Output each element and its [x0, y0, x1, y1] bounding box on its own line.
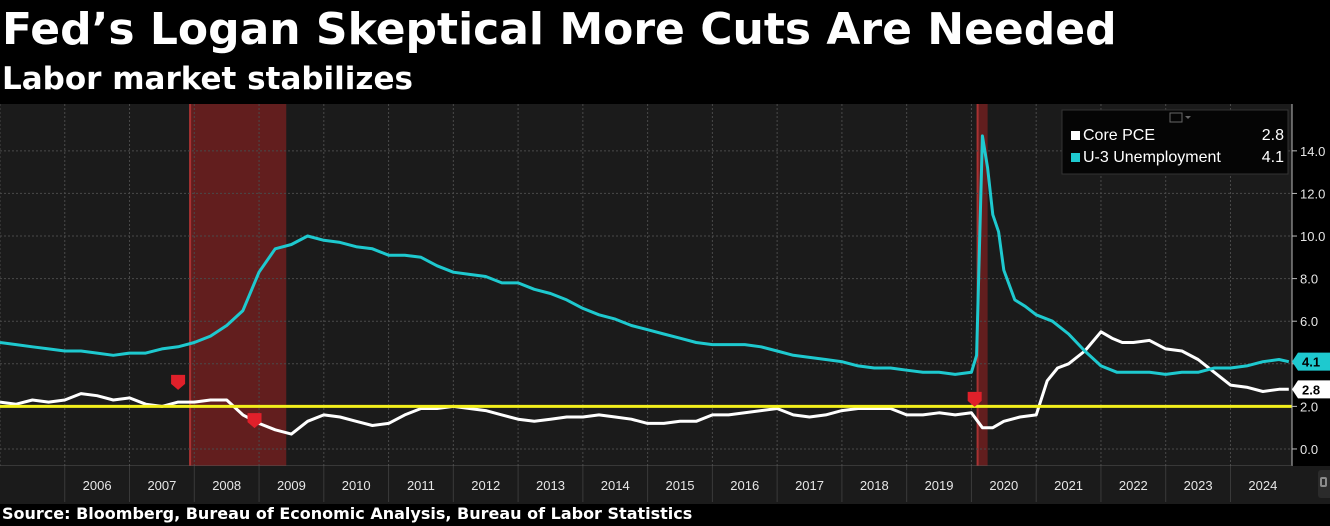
series-line-unemployment [0, 134, 1290, 376]
x-tick-label: 2022 [1119, 478, 1148, 493]
panel-icon [1320, 477, 1327, 487]
event-marker [247, 413, 262, 429]
y-tick-label: 0.0 [1300, 442, 1318, 457]
last-value-tag [1292, 352, 1330, 371]
x-tick-label: 2016 [730, 478, 759, 493]
y-tick-label: 2.0 [1300, 399, 1318, 414]
chart-area: 2006 2007 2008 2009 2010 2011 2012 2013 2014 2015… [0, 104, 1330, 504]
y-tick-label: 8.0 [1300, 272, 1318, 287]
x-tick-label: 2017 [795, 478, 824, 493]
legend-series-name: Core PCE [1083, 127, 1155, 144]
x-axis-strip [0, 466, 1330, 504]
last-value-tag [1292, 380, 1330, 399]
y-tick-label: 6.0 [1300, 314, 1318, 329]
x-tick-label: 2010 [342, 478, 371, 493]
line-chart: 2006 2007 2008 2009 2010 2011 2012 2013 2014 2015… [0, 104, 1330, 504]
chart-title: Fed’s Logan Skeptical More Cuts Are Need… [2, 4, 1117, 55]
legend-dropdown-icon[interactable] [1185, 116, 1191, 119]
y-tick-label: 14.0 [1300, 144, 1325, 159]
source-note: Source: Bloomberg, Bureau of Economic An… [2, 504, 693, 523]
x-tick-label: 2006 [83, 478, 112, 493]
x-tick-label: 2008 [212, 478, 241, 493]
x-tick-label: 2011 [407, 478, 435, 493]
x-tick-label: 2007 [147, 478, 176, 493]
x-tick-label: 2021 [1054, 478, 1083, 493]
legend-series-name: U-3 Unemployment [1083, 149, 1221, 166]
x-tick-label: 2014 [601, 478, 630, 493]
legend-series-value: 2.8 [1262, 127, 1284, 144]
legend-swatch [1071, 153, 1080, 162]
chart-subtitle: Labor market stabilizes [2, 61, 413, 97]
x-tick-label: 2023 [1184, 478, 1213, 493]
side-panel-tab[interactable] [1318, 470, 1330, 498]
x-tick-label: 2012 [471, 478, 500, 493]
legend-series-value: 4.1 [1262, 149, 1284, 166]
x-tick-label: 2015 [666, 478, 695, 493]
legend-chart-icon [1169, 112, 1183, 123]
last-value-label: 2.8 [1302, 382, 1320, 397]
y-tick-label: 12.0 [1300, 186, 1325, 201]
y-tick-label: 10.0 [1300, 229, 1325, 244]
recession-band-2 [976, 104, 988, 466]
x-tick-label: 2024 [1248, 478, 1277, 493]
legend-box [1061, 109, 1289, 175]
event-marker [171, 374, 186, 390]
x-tick-label: 2013 [536, 478, 565, 493]
x-tick-label: 2018 [860, 478, 889, 493]
event-marker [967, 391, 982, 407]
recession-band-edge [189, 104, 192, 466]
legend-swatch [1071, 131, 1080, 140]
x-tick-label: 2020 [989, 478, 1018, 493]
last-value-label: 4.1 [1302, 355, 1320, 370]
x-tick-label: 2009 [277, 478, 306, 493]
series-line-core-pce [0, 330, 1289, 436]
x-tick-label: 2019 [925, 478, 954, 493]
legend: Core PCE 2.8 U-3 Unemployment 4.1 [1061, 109, 1289, 175]
